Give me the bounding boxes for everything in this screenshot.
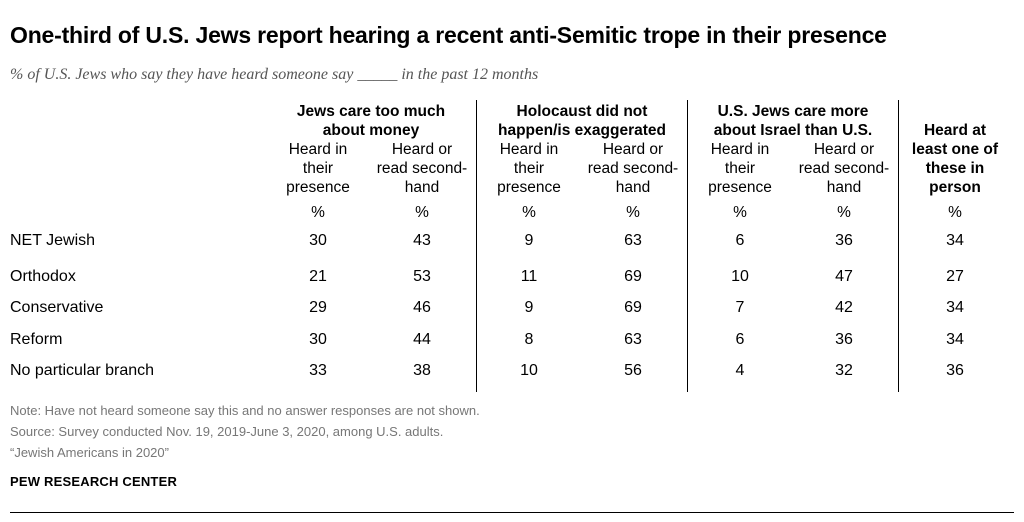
table-cell: 11 — [520, 268, 538, 285]
table-cell: 38 — [413, 362, 431, 379]
table-cell: 32 — [835, 362, 853, 379]
source-text: Source: Survey conducted Nov. 19, 2019-J… — [10, 424, 444, 439]
table-cell: 30 — [309, 232, 327, 249]
subheader-heard-secondhand: Heard or read second-hand — [376, 141, 468, 196]
row-label: No particular branch — [10, 362, 155, 379]
group-header-holocaust: Holocaust did not happen/is exaggerated — [498, 103, 666, 139]
table-cell: 8 — [524, 331, 534, 348]
table-cell: 44 — [413, 331, 431, 348]
percent-marker: % — [733, 204, 747, 221]
chart-title: One-third of U.S. Jews report hearing a … — [10, 22, 887, 48]
bottom-rule — [10, 512, 1014, 513]
table-cell: 30 — [309, 331, 327, 348]
subheader-heard-in-presence: Heard in their presence — [286, 141, 350, 196]
subheader-heard-in-presence: Heard in their presence — [497, 141, 561, 196]
table-cell: 27 — [946, 268, 964, 285]
table-cell: 10 — [520, 362, 538, 379]
row-label: Reform — [10, 331, 63, 348]
table-cell: 47 — [835, 268, 853, 285]
table-cell: 69 — [624, 268, 642, 285]
table-cell: 7 — [735, 299, 745, 316]
table-cell: 29 — [309, 299, 327, 316]
table-cell: 36 — [835, 232, 853, 249]
table-cell: 42 — [835, 299, 853, 316]
brand-logo-text: PEW RESEARCH CENTER — [10, 474, 178, 489]
table-cell: 34 — [946, 331, 964, 348]
table-cell: 21 — [309, 268, 327, 285]
header-heard-at-least-one: Heard at least one of these in person — [911, 122, 999, 196]
table-cell: 43 — [413, 232, 431, 249]
subheader-heard-secondhand: Heard or read second-hand — [587, 141, 679, 196]
percent-marker: % — [948, 204, 962, 221]
row-label: NET Jewish — [10, 232, 96, 249]
table-cell: 4 — [735, 362, 745, 379]
table-cell: 9 — [524, 232, 534, 249]
percent-marker: % — [311, 204, 325, 221]
table-cell: 69 — [624, 299, 642, 316]
percent-marker: % — [415, 204, 429, 221]
divider-2 — [687, 100, 688, 392]
table-cell: 9 — [524, 299, 534, 316]
table-cell: 36 — [946, 362, 964, 379]
subheader-heard-in-presence: Heard in their presence — [708, 141, 772, 196]
chart-subtitle: % of U.S. Jews who say they have heard s… — [10, 66, 539, 83]
group-header-israel: U.S. Jews care more about Israel than U.S… — [713, 103, 873, 139]
divider-1 — [476, 100, 477, 392]
report-text: “Jewish Americans in 2020” — [10, 445, 169, 460]
table-cell: 6 — [735, 331, 745, 348]
table-cell: 46 — [413, 299, 431, 316]
row-label: Conservative — [10, 299, 104, 316]
table-cell: 56 — [624, 362, 642, 379]
percent-marker: % — [626, 204, 640, 221]
table-cell: 63 — [624, 232, 642, 249]
table-cell: 36 — [835, 331, 853, 348]
group-header-money: Jews care too much about money — [296, 103, 446, 139]
note-text: Note: Have not heard someone say this an… — [10, 403, 480, 418]
table-cell: 63 — [624, 331, 642, 348]
percent-marker: % — [837, 204, 851, 221]
subheader-heard-secondhand: Heard or read second-hand — [798, 141, 890, 196]
table-cell: 6 — [735, 232, 745, 249]
table-cell: 33 — [309, 362, 327, 379]
table-cell: 34 — [946, 232, 964, 249]
table-cell: 34 — [946, 299, 964, 316]
table-cell: 53 — [413, 268, 431, 285]
divider-3 — [898, 100, 899, 392]
row-label: Orthodox — [10, 268, 76, 285]
table-cell: 10 — [731, 268, 749, 285]
percent-marker: % — [522, 204, 536, 221]
